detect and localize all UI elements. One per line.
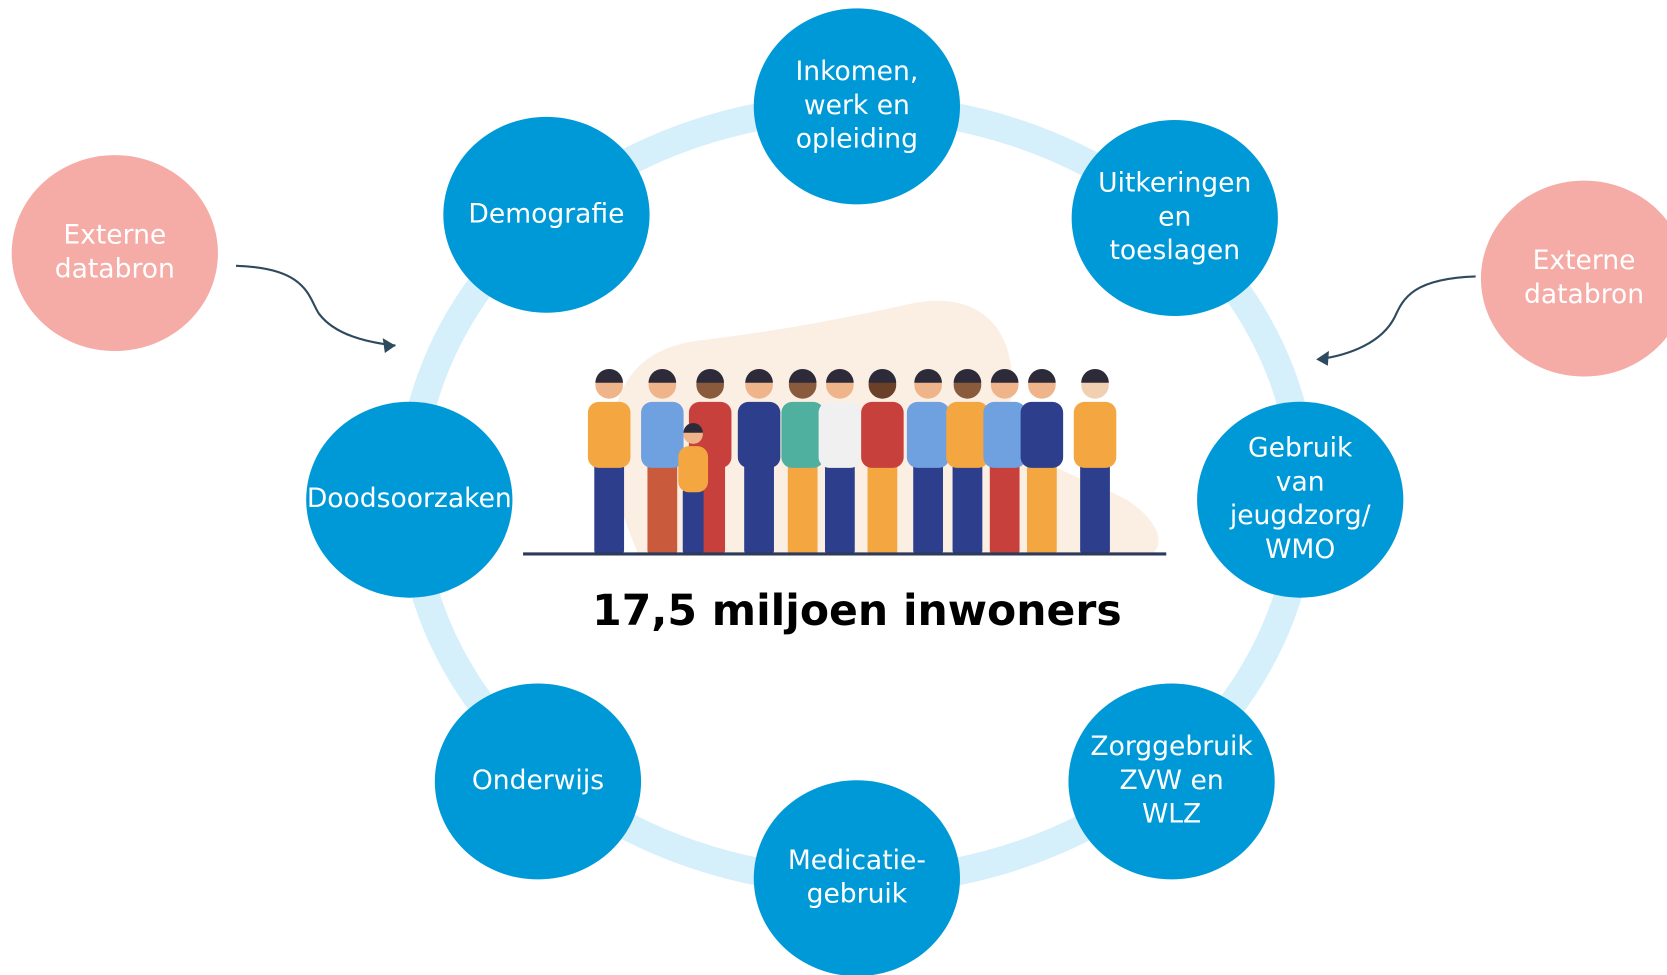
node-label: ZVW en: [1119, 765, 1223, 796]
legs: [824, 462, 855, 554]
arrow-head: [382, 338, 396, 354]
node-label: Uitkeringen: [1098, 168, 1251, 199]
node-circle: [11, 155, 218, 352]
node-label: Gebruik: [1248, 433, 1353, 464]
hair: [953, 368, 982, 383]
node-circle: [443, 116, 650, 313]
torso: [641, 401, 684, 468]
person: [781, 368, 824, 554]
node-circle: [306, 401, 513, 598]
hair: [990, 368, 1019, 383]
torso: [1020, 401, 1064, 468]
arrow-head: [1316, 350, 1329, 366]
torso: [678, 446, 709, 493]
node-label: WLZ: [1142, 799, 1201, 830]
hair: [595, 368, 623, 383]
person: [678, 423, 709, 554]
legs: [744, 462, 774, 554]
node-circle: [1068, 683, 1275, 880]
torso: [818, 401, 862, 468]
person: [861, 368, 904, 554]
torso: [737, 401, 781, 468]
node-label: Externe: [1533, 245, 1636, 276]
hair: [1028, 368, 1056, 383]
legs: [989, 462, 1020, 554]
person: [946, 368, 989, 554]
node: Demografie: [443, 116, 650, 313]
legs: [594, 462, 625, 554]
node: Medicatie-gebruik: [753, 780, 960, 975]
node-label: werk en: [804, 90, 910, 121]
torso: [587, 401, 631, 468]
node-circle: [1197, 401, 1404, 598]
node-label: Demografie: [468, 198, 624, 229]
node-label: jeugdzorg/: [1229, 500, 1371, 531]
node-circle: [1480, 180, 1667, 377]
hair: [788, 368, 817, 383]
node-circle: [1071, 120, 1278, 316]
hair: [745, 368, 773, 383]
node: Onderwijs: [434, 683, 642, 880]
node-label: Onderwijs: [472, 765, 604, 796]
node-label: Doodsoorzaken: [307, 483, 512, 514]
arrow-right: [1318, 275, 1476, 361]
hair: [683, 423, 703, 433]
node-label: Zorggebruik: [1090, 731, 1253, 762]
torso: [946, 401, 989, 468]
torso: [781, 401, 824, 468]
node-label: WMO: [1265, 534, 1335, 565]
node-label: Medicatie-: [788, 845, 926, 876]
person: [587, 368, 631, 554]
legs: [682, 488, 704, 554]
node-label: databron: [55, 253, 175, 284]
person: [1073, 368, 1117, 554]
arrow-left: [235, 264, 396, 347]
people-illustration: [587, 368, 1117, 554]
node: Doodsoorzaken: [306, 401, 513, 598]
legs: [952, 462, 983, 554]
person: [906, 368, 950, 554]
legs: [787, 462, 818, 554]
person: [641, 368, 684, 554]
torso: [861, 401, 904, 468]
hair: [914, 368, 942, 383]
hair: [868, 368, 897, 383]
center-label: 17,5 miljoen inwoners: [592, 587, 1122, 636]
hair: [648, 368, 677, 383]
node-label: Inkomen,: [795, 56, 918, 87]
person: [737, 368, 781, 554]
legs: [1080, 462, 1110, 554]
node-label: toeslagen: [1109, 235, 1240, 266]
legs: [913, 462, 944, 554]
node-circle: [434, 683, 642, 880]
hair: [1081, 368, 1109, 383]
torso: [983, 401, 1026, 468]
torso: [1073, 401, 1117, 468]
legs: [867, 462, 898, 554]
node-label: en: [1158, 201, 1191, 232]
node-circle: [753, 780, 960, 975]
torso: [906, 401, 950, 468]
legs: [647, 462, 678, 554]
person: [1020, 368, 1064, 554]
node-circle: [753, 8, 961, 205]
node-label: van: [1276, 466, 1325, 497]
node-label: databron: [1524, 279, 1644, 310]
hair: [826, 368, 854, 383]
node-label: gebruik: [807, 879, 908, 910]
person: [818, 368, 862, 554]
legs: [1026, 462, 1057, 554]
hair: [696, 368, 724, 383]
node-label: opleiding: [796, 124, 918, 155]
node-label: Externe: [63, 220, 166, 251]
person: [983, 368, 1026, 554]
